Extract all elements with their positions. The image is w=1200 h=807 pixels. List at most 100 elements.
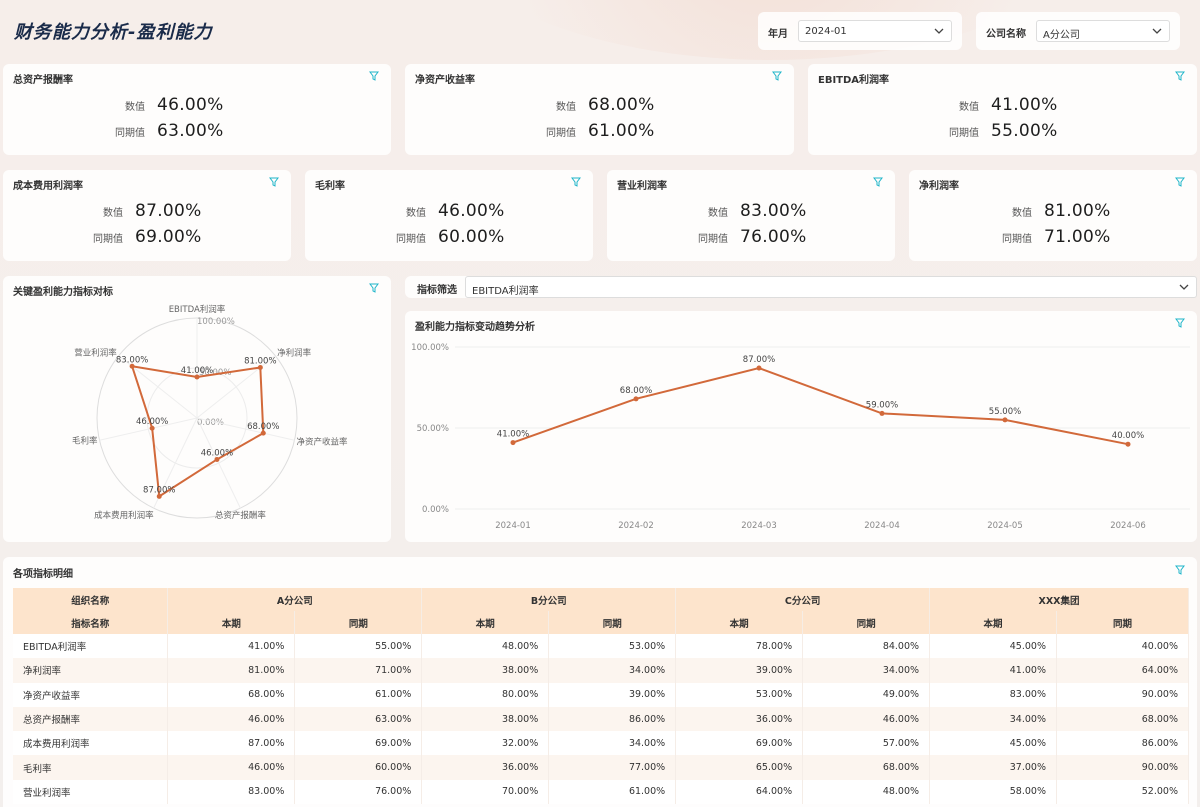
- radar-axis-label: 成本费用利润率: [94, 510, 154, 521]
- filter-icon[interactable]: [772, 71, 782, 81]
- radar-point-label: 41.00%: [181, 366, 213, 376]
- table-cell: 86.00%: [548, 706, 677, 732]
- table-cell: 60.00%: [294, 755, 423, 780]
- trend-line-chart: 100.00% 50.00% 0.00% 41.00% 2024-01 68.00% 202…: [411, 343, 1190, 531]
- trend-chart-card: 盈利能力指标变动趋势分析 100.00% 50.00% 0.00% 41.00% 202…: [405, 311, 1197, 542]
- chevron-down-icon: [934, 28, 944, 34]
- table-row-label: EBITDA利润率: [13, 634, 169, 659]
- trend-x-tick-label: 2024-06: [1110, 521, 1146, 531]
- kpi-title: 成本费用利润率: [13, 181, 83, 192]
- detail-table-wrapper: 组织名称 A分公司 B分公司 C分公司 XXX集团 指标名称 本期 同期 本期 …: [13, 588, 1190, 805]
- table-row: 总资产报酬率 46.00% 63.00% 38.00% 86.00% 36.00% 46.0…: [13, 706, 1190, 732]
- trend-point[interactable]: [1125, 441, 1131, 447]
- table-cell: 83.00%: [929, 682, 1057, 707]
- filter-icon[interactable]: [873, 177, 883, 187]
- radar-point[interactable]: [257, 364, 263, 370]
- filter-icon[interactable]: [1175, 318, 1185, 328]
- year-select-value: 2024-01: [805, 26, 847, 37]
- kpi-prev-value: 63.00%: [157, 121, 224, 141]
- radar-point[interactable]: [214, 456, 220, 462]
- radar-axis-line: [196, 417, 295, 441]
- radar-point[interactable]: [129, 363, 135, 369]
- kpi-title: 净资产收益率: [415, 75, 475, 86]
- kpi-value: 46.00%: [157, 95, 224, 115]
- year-select[interactable]: 2024-01: [798, 20, 952, 42]
- radar-point[interactable]: [149, 425, 155, 431]
- table-cell: 81.00%: [167, 658, 296, 683]
- radar-point[interactable]: [156, 493, 162, 499]
- trend-series-line: [512, 367, 1129, 446]
- filter-icon[interactable]: [1175, 71, 1185, 81]
- table-row-label: 总资产报酬率: [13, 706, 169, 732]
- trend-point[interactable]: [879, 410, 885, 416]
- indicator-select[interactable]: EBITDA利润率: [465, 276, 1197, 298]
- detail-table: 组织名称 A分公司 B分公司 C分公司 XXX集团 指标名称 本期 同期 本期 …: [13, 588, 1190, 805]
- table-cell: 40.00%: [1056, 634, 1190, 659]
- kpi-card-roe: 净资产收益率 数值 68.00% 同期值 61.00%: [405, 64, 794, 155]
- table-cell: 57.00%: [802, 731, 931, 756]
- trend-point[interactable]: [1002, 417, 1008, 423]
- table-cell: 46.00%: [167, 755, 296, 780]
- radar-point-label: 83.00%: [116, 355, 148, 365]
- table-header-cell: 本期: [929, 611, 1057, 634]
- radar-chart: 100.00% 50.00% 0.00% EBITDA利润率净利润率净资产收益率…: [72, 304, 348, 521]
- table-row: 净资产收益率 68.00% 61.00% 80.00% 39.00% 53.00% 49.0…: [13, 682, 1190, 707]
- table-cell: 90.00%: [1056, 682, 1190, 707]
- kpi-prev-value: 60.00%: [438, 227, 505, 247]
- kpi-prev-label: 同期值: [93, 234, 123, 245]
- radar-point[interactable]: [194, 374, 200, 380]
- table-cell: 69.00%: [675, 731, 804, 756]
- table-header-cell: 本期: [167, 611, 296, 634]
- filter-icon[interactable]: [571, 177, 581, 187]
- trend-point[interactable]: [756, 365, 762, 371]
- table-cell: 68.00%: [167, 682, 296, 707]
- trend-point[interactable]: [633, 396, 639, 402]
- radar-point[interactable]: [260, 430, 266, 436]
- table-cell: 63.00%: [294, 706, 423, 732]
- kpi-prev-value: 61.00%: [588, 121, 655, 141]
- company-select[interactable]: A分公司: [1036, 20, 1170, 42]
- kpi-card-roa: 总资产报酬率 数值 46.00% 同期值 63.00%: [3, 64, 391, 155]
- kpi-title: 营业利润率: [617, 181, 667, 192]
- indicator-filter-bar: 指标筛选 EBITDA利润率: [405, 276, 1197, 298]
- filter-icon[interactable]: [269, 177, 279, 187]
- table-cell: 39.00%: [675, 658, 804, 683]
- table-cell: 34.00%: [802, 658, 931, 683]
- kpi-value-label: 数值: [103, 208, 123, 219]
- table-header-cell: 同期: [802, 611, 931, 634]
- trend-point-label: 41.00%: [497, 430, 529, 440]
- chevron-down-icon: [1179, 284, 1189, 290]
- filter-icon[interactable]: [369, 283, 379, 293]
- kpi-value: 83.00%: [740, 201, 807, 221]
- kpi-prev-label: 同期值: [396, 234, 426, 245]
- table-row: 营业利润率 83.00% 76.00% 70.00% 61.00% 64.00% 48.00…: [13, 779, 1190, 805]
- filter-icon[interactable]: [369, 71, 379, 81]
- table-cell: 48.00%: [802, 779, 931, 805]
- table-cell: 80.00%: [421, 682, 550, 707]
- kpi-title: 总资产报酬率: [13, 75, 73, 86]
- table-cell: 83.00%: [167, 779, 296, 805]
- filter-icon[interactable]: [1175, 565, 1185, 575]
- kpi-prev-label: 同期值: [949, 128, 979, 139]
- trend-x-tick-label: 2024-02: [618, 521, 654, 531]
- trend-point[interactable]: [510, 440, 516, 446]
- kpi-prev-label: 同期值: [698, 234, 728, 245]
- kpi-prev-value: 69.00%: [135, 227, 202, 247]
- table-cell: 77.00%: [548, 755, 677, 780]
- radar-point-label: 87.00%: [143, 485, 175, 495]
- table-cell: 84.00%: [802, 634, 931, 659]
- table-cell: 76.00%: [294, 779, 423, 805]
- filter-icon[interactable]: [1175, 177, 1185, 187]
- table-header-row: 组织名称 A分公司 B分公司 C分公司 XXX集团: [13, 588, 1189, 611]
- table-cell: 78.00%: [675, 634, 804, 659]
- radar-axis-line: [99, 417, 198, 441]
- radar-axis-label: EBITDA利润率: [169, 304, 226, 315]
- table-header-cell: 组织名称: [13, 588, 169, 611]
- kpi-value-label: 数值: [708, 208, 728, 219]
- indicator-filter-label: 指标筛选: [417, 285, 457, 296]
- trend-y-tick-label: 100.00%: [411, 343, 449, 353]
- table-cell: 32.00%: [421, 731, 550, 756]
- table-cell: 64.00%: [675, 779, 804, 805]
- table-row-label: 毛利率: [13, 755, 169, 780]
- table-cell: 36.00%: [675, 706, 804, 732]
